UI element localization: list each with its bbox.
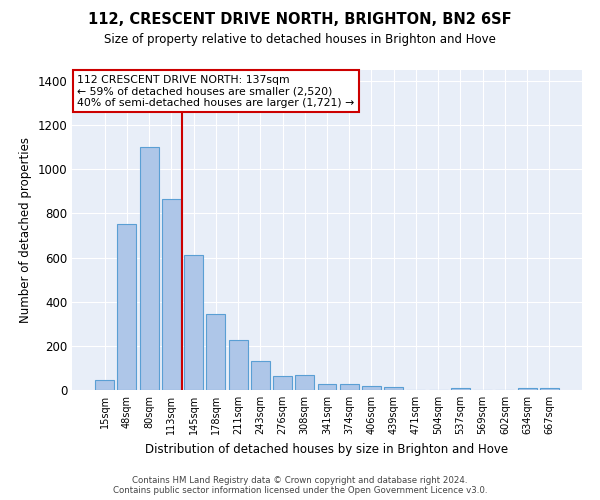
X-axis label: Distribution of detached houses by size in Brighton and Hove: Distribution of detached houses by size … — [145, 442, 509, 456]
Y-axis label: Number of detached properties: Number of detached properties — [19, 137, 32, 323]
Bar — [140, 147, 158, 390]
Bar — [95, 380, 114, 390]
Text: Size of property relative to detached houses in Brighton and Hove: Size of property relative to detached ho… — [104, 32, 496, 46]
Bar — [206, 314, 225, 390]
Bar — [295, 375, 314, 390]
Bar — [540, 388, 559, 390]
Bar — [362, 386, 381, 390]
Bar — [229, 340, 248, 390]
Bar — [317, 384, 337, 390]
Bar — [273, 376, 292, 390]
Bar — [118, 224, 136, 390]
Bar — [518, 388, 536, 390]
Text: 112 CRESCENT DRIVE NORTH: 137sqm
← 59% of detached houses are smaller (2,520)
40: 112 CRESCENT DRIVE NORTH: 137sqm ← 59% o… — [77, 75, 355, 108]
Bar — [162, 198, 181, 390]
Bar — [184, 255, 203, 390]
Bar — [340, 384, 359, 390]
Bar — [451, 388, 470, 390]
Bar — [384, 386, 403, 390]
Bar — [251, 362, 270, 390]
Text: 112, CRESCENT DRIVE NORTH, BRIGHTON, BN2 6SF: 112, CRESCENT DRIVE NORTH, BRIGHTON, BN2… — [88, 12, 512, 28]
Text: Contains HM Land Registry data © Crown copyright and database right 2024.
Contai: Contains HM Land Registry data © Crown c… — [113, 476, 487, 495]
